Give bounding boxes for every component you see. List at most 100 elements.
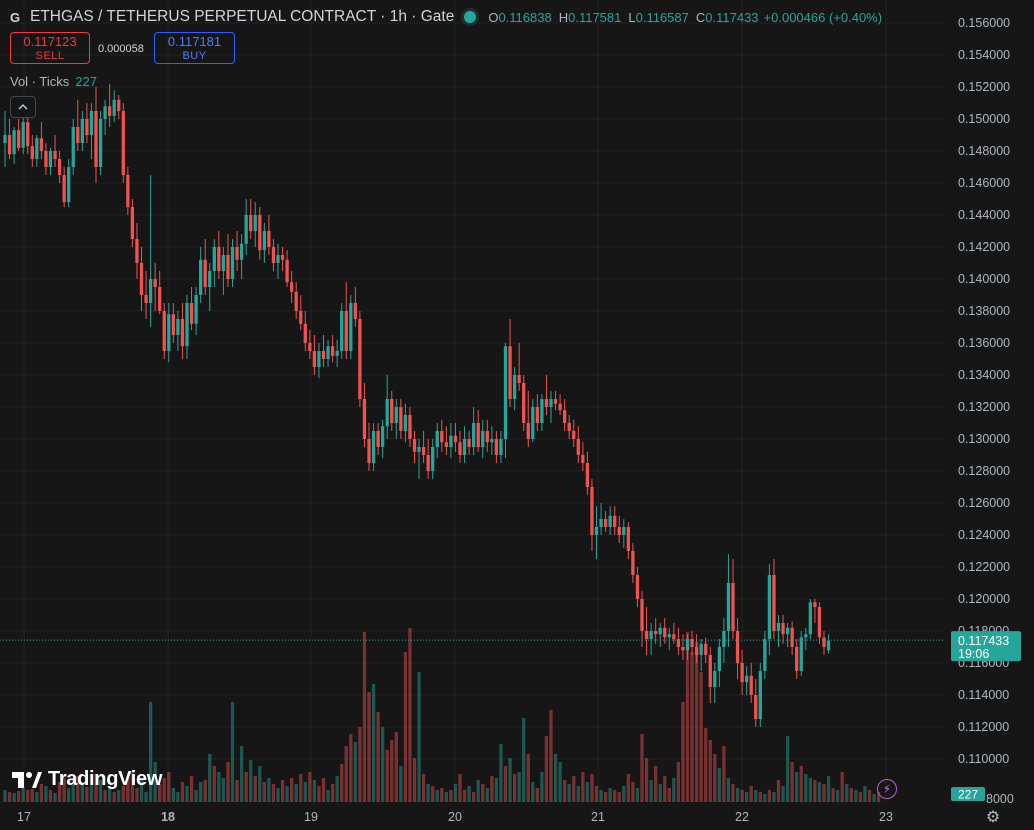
volume-bar [649, 780, 653, 802]
volume-bar [690, 652, 694, 802]
candle-body [294, 291, 298, 311]
candle-body [103, 106, 107, 119]
price-axis[interactable]: 0.1100000.1120000.1140000.1160000.118000… [958, 16, 1014, 806]
volume-bar [148, 702, 153, 802]
volume-bar [390, 740, 394, 802]
volume-bar [826, 776, 831, 802]
gear-icon[interactable]: ⚙ [985, 809, 1001, 826]
candle-body [512, 375, 517, 399]
volume-bar [563, 780, 567, 802]
volume-bar [467, 786, 471, 802]
symbol-icon[interactable]: G [9, 9, 21, 25]
price-tick-label: 0.148000 [958, 144, 1010, 158]
volume-bar [790, 762, 794, 802]
volume-bar [608, 788, 612, 802]
last-price-countdown: 19:06 [958, 647, 989, 661]
volume-bar [153, 762, 157, 802]
candle-body [344, 311, 348, 351]
volume-legend[interactable]: Vol · Ticks 227 [10, 74, 97, 89]
candle-body [67, 167, 71, 203]
volume-bar [230, 702, 235, 802]
volume-bar [417, 672, 421, 802]
candle-body [462, 439, 467, 455]
volume-bar [358, 727, 362, 802]
candle-body [408, 415, 412, 439]
volume-bar [362, 632, 367, 802]
buy-button[interactable]: 0.117181 BUY [154, 32, 235, 64]
volume-value-label: 227 [958, 788, 978, 802]
volume-bar [412, 758, 417, 802]
volume-bar [763, 794, 767, 802]
candle-body [722, 631, 726, 647]
volume-bar [394, 732, 398, 802]
volume-bar [667, 788, 671, 802]
chart-title[interactable]: ETHGAS / TETHERUS PERPETUAL CONTRACT · 1… [30, 8, 455, 25]
volume-bar [594, 786, 599, 802]
time-tick-label: 17 [17, 810, 31, 824]
candle-body [767, 575, 772, 639]
volume-bar [203, 780, 207, 802]
volume-bar [26, 790, 30, 802]
volume-bar [249, 760, 253, 802]
volume-bar [758, 792, 762, 802]
candle-body [308, 343, 312, 351]
tradingview-logo[interactable]: TradingView [12, 768, 162, 791]
volume-bar [726, 778, 731, 802]
volume-bar [130, 772, 135, 802]
candle-body [594, 527, 599, 535]
volume-bar [194, 790, 198, 802]
candle-body [340, 311, 344, 351]
volume-bar [226, 762, 230, 802]
candle-body [385, 399, 389, 427]
candle-body [148, 279, 153, 303]
candle-body [203, 259, 207, 287]
candle-body [685, 639, 690, 651]
time-tick-label: 18 [161, 810, 175, 824]
candle-body [381, 426, 385, 447]
candle-body [817, 607, 822, 638]
candle-body [490, 439, 494, 443]
volume-bar [221, 778, 226, 802]
volume-legend-label: Vol · Ticks [10, 74, 70, 89]
volume-bar [408, 628, 412, 802]
volume-bar [103, 790, 107, 802]
candle-body [563, 410, 567, 423]
sell-button[interactable]: 0.117123 SELL [10, 32, 90, 64]
market-status-icon[interactable] [464, 11, 477, 23]
candle-body [690, 639, 694, 647]
ohlc-high-label: H [558, 9, 569, 25]
volume-bar [290, 778, 294, 802]
volume-bar [590, 774, 594, 802]
volume-bar [849, 788, 853, 802]
price-tick-label: 0.154000 [958, 48, 1010, 62]
candle-body [249, 215, 253, 231]
volume-bar [3, 790, 7, 802]
time-axis[interactable]: 17 18 19 20 21 22 23 [17, 810, 893, 824]
candle-body [608, 515, 612, 527]
candle-body [244, 215, 248, 244]
candle-body [640, 599, 644, 631]
candle-body [253, 215, 257, 231]
candle-body [613, 515, 617, 527]
candle-body [540, 399, 544, 423]
volume-bar [267, 778, 271, 802]
volume-bar [53, 793, 57, 802]
volume-bar [294, 784, 298, 802]
lightning-icon[interactable]: ⚡ [877, 779, 897, 799]
ohlc-high-value: 0.117581 [568, 9, 622, 25]
volume-bar [349, 734, 353, 802]
volume-bar [199, 782, 203, 802]
chevron-up-icon[interactable] [10, 96, 36, 118]
candle-body [417, 447, 421, 452]
price-tick-label: 0.124000 [958, 528, 1010, 542]
candle-body [694, 647, 699, 655]
volume-value-label-bg [951, 787, 985, 801]
volume-bar [740, 790, 744, 802]
candle-body [754, 695, 758, 719]
volume-bars [3, 628, 881, 802]
volume-bar [567, 784, 571, 802]
candle-body [458, 442, 462, 455]
candle-body [635, 575, 640, 599]
price-tick-label: 0.122000 [958, 560, 1010, 574]
